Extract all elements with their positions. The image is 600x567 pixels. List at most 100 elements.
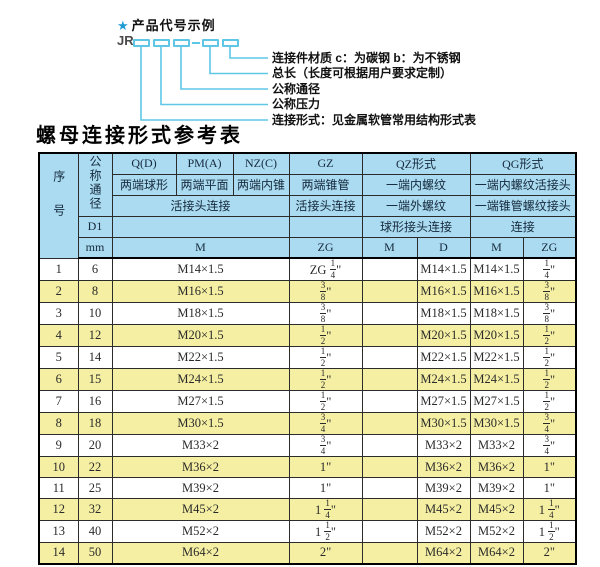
cell-seq: 3 [38, 302, 79, 325]
code-box-4 [202, 39, 219, 47]
code-dash [192, 42, 200, 44]
header-gz-desc: 两端锥管 [288, 173, 363, 196]
cell-qz-m [361, 390, 418, 413]
cell-seq: 9 [38, 434, 79, 457]
cell-qg-m: M14×1.5 [469, 257, 524, 281]
cell-gz-zg: 1 1 4 " [288, 498, 363, 521]
table-row: 13 40 M52×2 1 1 2 " M52×2 M52×2 1 1 2 " [38, 520, 577, 543]
product-code-heading: ★ 产品代号示例 [117, 15, 216, 34]
header-unit-qg-m: M [469, 236, 524, 259]
cell-gz-zg: 1 2 " [288, 346, 363, 369]
cell-seq: 1 [38, 257, 79, 281]
cell-gz-zg: 3 4 " [288, 412, 363, 435]
cell-m: M36×2 [111, 456, 290, 478]
cell-qg-m: M64×2 [469, 542, 524, 564]
cell-qg-zg: 3 8 " [522, 280, 577, 303]
header-unit-m: M [111, 236, 290, 259]
cell-qz-d: M39×2 [416, 477, 471, 499]
cell-d1: 8 [77, 280, 113, 303]
cell-qz-d: M20×1.5 [416, 324, 471, 347]
cell-d1: 40 [77, 520, 113, 543]
header-qg-desc1: 一端内螺纹活接头 [469, 173, 577, 196]
cell-seq: 10 [38, 456, 79, 478]
header-qg-connection: 连接 [469, 215, 577, 238]
cell-m: M24×1.5 [111, 368, 290, 391]
header-blank-main [111, 215, 290, 238]
cell-d1: 12 [77, 324, 113, 347]
cell-gz-zg: 2" [288, 542, 363, 564]
table-row: 5 14 M22×1.5 1 2 " M22×1.5 M22×1.5 1 2 " [38, 346, 577, 369]
label-connection-form: 连接形式：见金属软管常用结构形式表 [272, 113, 477, 127]
header-col-q: Q(D) [111, 152, 177, 175]
cell-qz-m [361, 346, 418, 369]
cell-d1: 32 [77, 498, 113, 521]
cell-m: M22×1.5 [111, 346, 290, 369]
cell-qz-d: M18×1.5 [416, 302, 471, 325]
cell-qg-zg: 3 4 " [522, 434, 577, 457]
cell-qg-m: M36×2 [469, 456, 524, 478]
table-row: 1 6 M14×1.5 ZG 1 4 " M14×1.5 M14×1.5 1 4 " [38, 257, 577, 281]
cell-qg-m: M30×1.5 [469, 412, 524, 435]
cell-qz-d: M33×2 [416, 434, 471, 457]
cell-qz-m [361, 257, 418, 281]
header-gz-connection: 活接头连接 [288, 194, 363, 217]
nut-connection-table: 序号 公称通径 Q(D) PM(A) NZ(C) GZ QZ形式 QG形式 两端… [38, 152, 577, 565]
header-unit-zg: ZG [288, 236, 363, 259]
cell-qg-m: M20×1.5 [469, 324, 524, 347]
cell-qz-m [361, 456, 418, 478]
label-total-length: 总长（长度可根据用户要求定制） [272, 66, 453, 80]
cell-gz-zg: 1 2 " [288, 324, 363, 347]
table-row: 9 20 M33×2 3 4 " M33×2 M33×2 3 4 " [38, 434, 577, 457]
code-box-3 [173, 39, 190, 47]
label-nominal-diameter: 公称通径 [272, 82, 321, 96]
cell-qg-zg: 3 8 " [522, 302, 577, 325]
cell-seq: 2 [38, 280, 79, 303]
cell-qz-d: M52×2 [416, 520, 471, 543]
header-union-connection: 活接头连接 [111, 194, 290, 217]
cell-d1: 16 [77, 390, 113, 413]
cell-qg-m: M16×1.5 [469, 280, 524, 303]
cell-m: M18×1.5 [111, 302, 290, 325]
cell-d1: 14 [77, 346, 113, 369]
cell-qz-d: M24×1.5 [416, 368, 471, 391]
code-box-1 [133, 39, 150, 47]
cell-qz-m [361, 368, 418, 391]
cell-qz-m [361, 412, 418, 435]
cell-qg-m: M45×2 [469, 498, 524, 521]
cell-d1: 15 [77, 368, 113, 391]
cell-qg-zg: 1 2 " [522, 390, 577, 413]
cell-qz-d: M64×2 [416, 542, 471, 564]
cell-d1: 22 [77, 456, 113, 478]
table-row: 7 16 M27×1.5 1 2 " M27×1.5 M27×1.5 1 2 " [38, 390, 577, 413]
cell-qg-m: M18×1.5 [469, 302, 524, 325]
cell-qz-d: M22×1.5 [416, 346, 471, 369]
cell-m: M27×1.5 [111, 390, 290, 413]
table-row: 4 12 M20×1.5 1 2 " M20×1.5 M20×1.5 1 2 " [38, 324, 577, 347]
header-qg-desc2: 一端锥管螺纹接头 [469, 194, 577, 217]
cell-seq: 7 [38, 390, 79, 413]
table-row: 10 22 M36×2 1" M36×2 M36×2 1" [38, 456, 577, 478]
table-row: 3 10 M18×1.5 3 8 " M18×1.5 M18×1.5 3 8 " [38, 302, 577, 325]
header-qz-desc2: 一端外螺纹 [361, 194, 471, 217]
header-unit-qz-d: D [416, 236, 471, 259]
cell-qz-d: M30×1.5 [416, 412, 471, 435]
cell-m: M20×1.5 [111, 324, 290, 347]
table-body: 1 6 M14×1.5 ZG 1 4 " M14×1.5 M14×1.5 1 4 " 2 8 M16×1.… [38, 257, 577, 564]
cell-qg-zg: 1" [522, 477, 577, 499]
header-nz-desc: 两端内锥 [232, 173, 290, 196]
cell-seq: 4 [38, 324, 79, 347]
cell-qg-zg: 1 2 " [522, 324, 577, 347]
cell-seq: 8 [38, 412, 79, 435]
cell-gz-zg: 3 8 " [288, 280, 363, 303]
header-qz-desc1: 一端内螺纹 [361, 173, 471, 196]
header-q-desc: 两端球形 [111, 173, 177, 196]
cell-d1: 50 [77, 542, 113, 564]
cell-qz-m [361, 434, 418, 457]
cell-qz-m [361, 302, 418, 325]
label-material: 连接件材质 c：为碳钢 b：为不锈钢 [272, 51, 461, 65]
cell-qz-d: M16×1.5 [416, 280, 471, 303]
cell-seq: 13 [38, 520, 79, 543]
cell-m: M45×2 [111, 498, 290, 521]
code-box-2 [153, 39, 170, 47]
cell-seq: 5 [38, 346, 79, 369]
